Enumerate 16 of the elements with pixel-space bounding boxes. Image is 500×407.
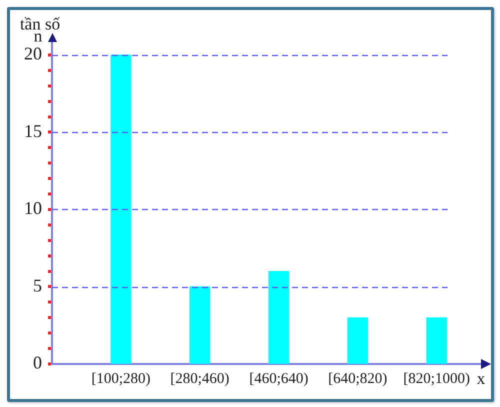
x-axis-title: x <box>476 369 486 388</box>
bar <box>347 317 368 364</box>
y-tick-label: 15 <box>24 120 42 141</box>
y-tick-label: 10 <box>24 198 42 218</box>
y-tick-label: 0 <box>33 352 42 373</box>
bar <box>110 54 132 364</box>
x-tick-label: [820;1000) <box>403 370 470 387</box>
x-tick-label: [460;640) <box>249 370 308 387</box>
x-tick-label: [100;280) <box>91 370 150 387</box>
y-tick-label: 20 <box>24 44 42 64</box>
bar <box>426 317 447 364</box>
bar <box>190 286 210 364</box>
x-tick-label: [280;460) <box>170 370 230 387</box>
y-tick-label: 5 <box>33 275 42 296</box>
x-tick-label: [640;820) <box>328 370 388 387</box>
bar <box>268 270 290 364</box>
